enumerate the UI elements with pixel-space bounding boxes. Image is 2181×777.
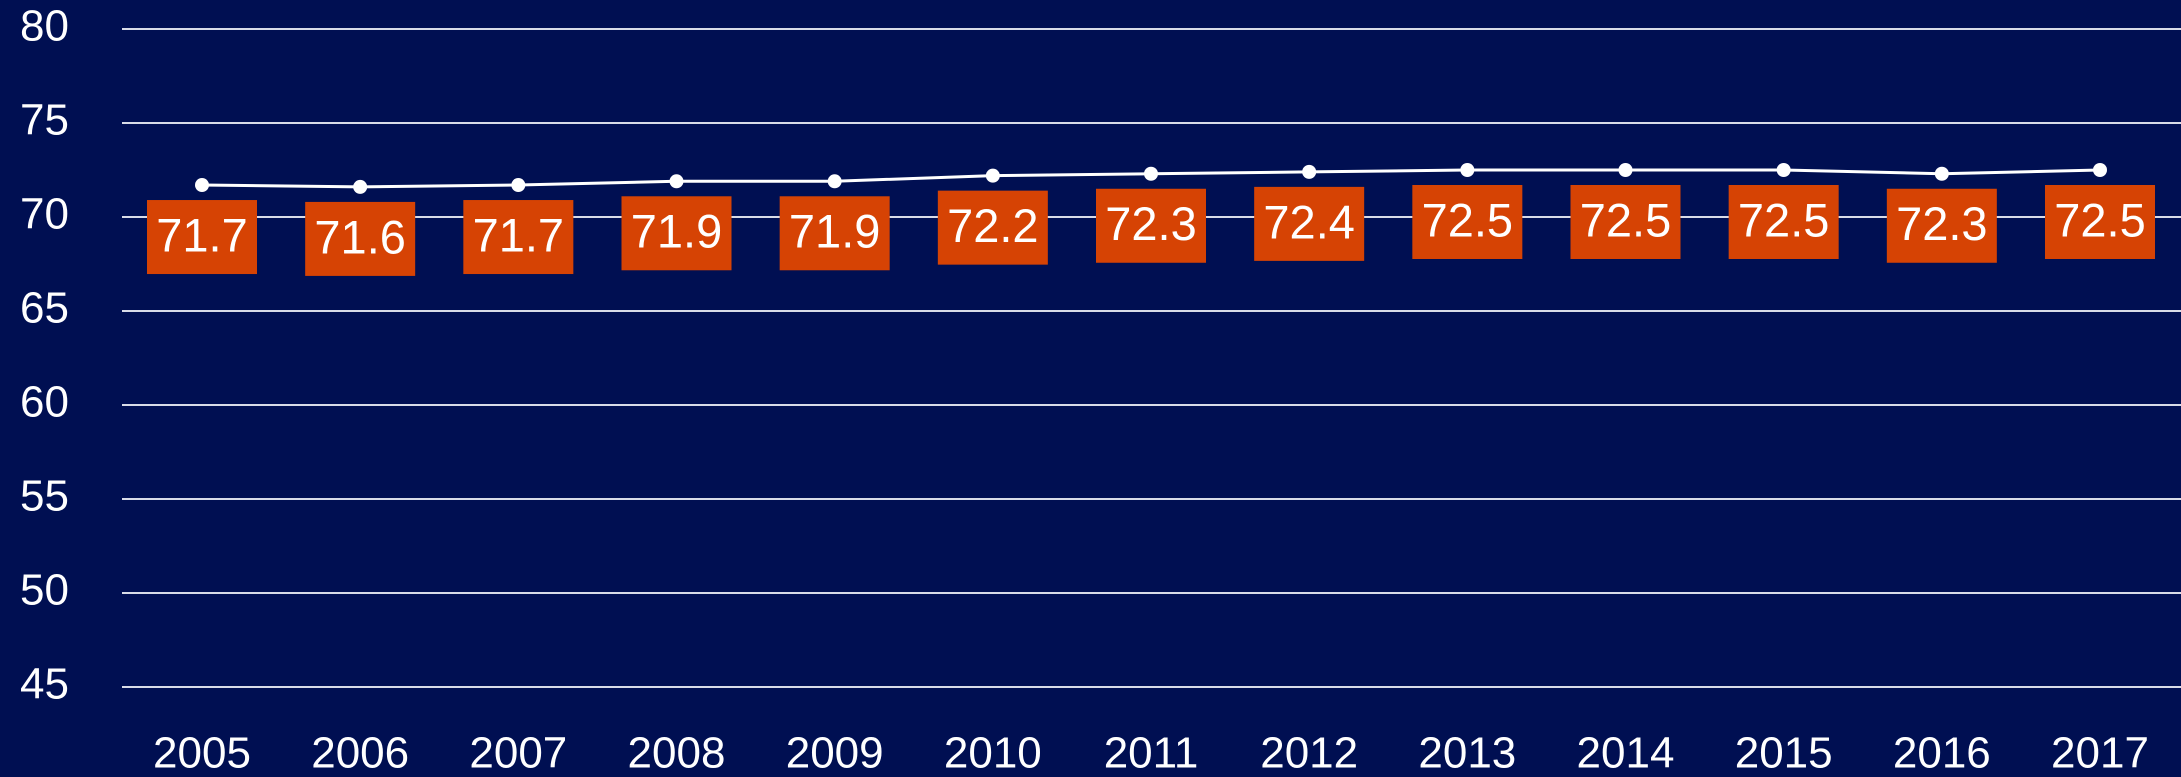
data-label: 72.5 — [1580, 193, 1671, 246]
data-label: 72.2 — [947, 199, 1038, 252]
data-label-box — [1886, 188, 1997, 263]
x-tick-label: 2012 — [1260, 729, 1358, 777]
x-tick-label: 2006 — [311, 729, 409, 777]
data-label: 71.6 — [314, 210, 405, 263]
x-tick-label: 2008 — [628, 729, 726, 777]
marker — [1618, 163, 1633, 177]
marker — [2093, 163, 2107, 177]
data-label: 71.9 — [789, 205, 880, 258]
x-tick-label: 2015 — [1735, 729, 1833, 777]
data-label: 71.7 — [156, 208, 247, 261]
data-label-box — [1096, 188, 1206, 263]
data-label-box — [779, 196, 890, 271]
data-label: 72.5 — [1738, 193, 1829, 246]
y-tick-label: 70 — [20, 190, 69, 239]
y-tick-label: 75 — [20, 96, 69, 145]
data-label-box — [463, 200, 574, 275]
data-label-box — [1570, 185, 1681, 259]
data-label-box — [937, 190, 1048, 265]
data-label-box — [1412, 185, 1523, 259]
marker — [195, 178, 209, 193]
marker — [1460, 163, 1475, 177]
data-label: 72.3 — [1105, 197, 1196, 250]
x-tick-label: 2007 — [469, 729, 567, 777]
marker — [1144, 166, 1158, 181]
data-label-box — [1728, 185, 1839, 259]
x-tick-label: 2016 — [1893, 729, 1991, 777]
x-tick-label: 2005 — [153, 729, 251, 777]
y-tick-label: 50 — [20, 566, 69, 615]
data-label-box — [147, 200, 257, 275]
data-label: 72.5 — [1422, 193, 1513, 246]
x-tick-label: 2011 — [1104, 729, 1199, 777]
x-tick-label: 2017 — [2051, 729, 2149, 777]
y-tick-label: 80 — [20, 2, 69, 51]
marker — [827, 174, 842, 189]
data-label-box — [2045, 185, 2155, 259]
data-label-box — [1254, 186, 1365, 261]
marker — [1776, 163, 1791, 177]
y-tick-label: 55 — [20, 472, 69, 521]
marker — [985, 168, 1000, 183]
marker — [1934, 166, 1949, 181]
data-label-box — [621, 196, 732, 271]
marker — [1302, 164, 1317, 179]
y-tick-label: 65 — [20, 284, 69, 333]
y-tick-label: 60 — [20, 378, 69, 427]
data-label: 72.4 — [1263, 195, 1354, 248]
data-label: 71.7 — [473, 208, 564, 261]
data-label: 72.3 — [1896, 197, 1987, 250]
x-tick-label: 2010 — [944, 729, 1042, 777]
y-tick-label: 45 — [20, 660, 69, 709]
marker — [669, 174, 684, 189]
data-label: 71.9 — [631, 205, 722, 258]
x-tick-label: 2009 — [786, 729, 884, 777]
x-tick-label: 2013 — [1418, 729, 1516, 777]
x-tick-label: 2014 — [1577, 729, 1675, 777]
marker — [511, 178, 526, 193]
data-label: 72.5 — [2054, 193, 2145, 246]
marker — [353, 179, 368, 194]
data-label-box — [305, 201, 416, 276]
